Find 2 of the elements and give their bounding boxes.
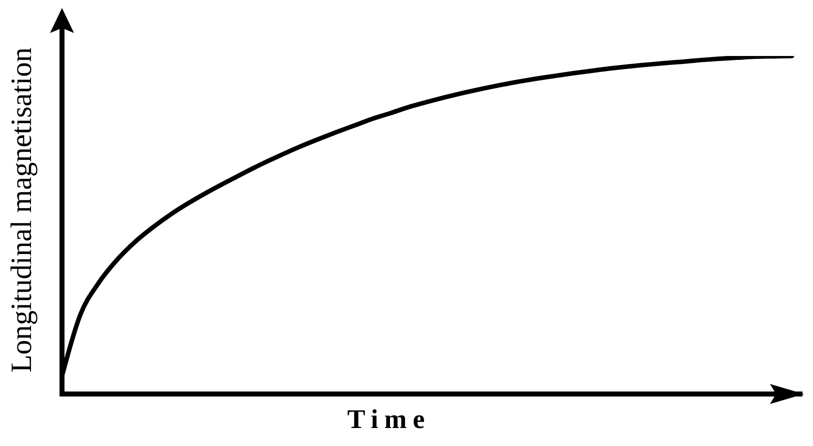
x-axis-title: Time xyxy=(347,404,431,434)
y-axis-title: Longitudinal magnetisation xyxy=(6,47,38,373)
